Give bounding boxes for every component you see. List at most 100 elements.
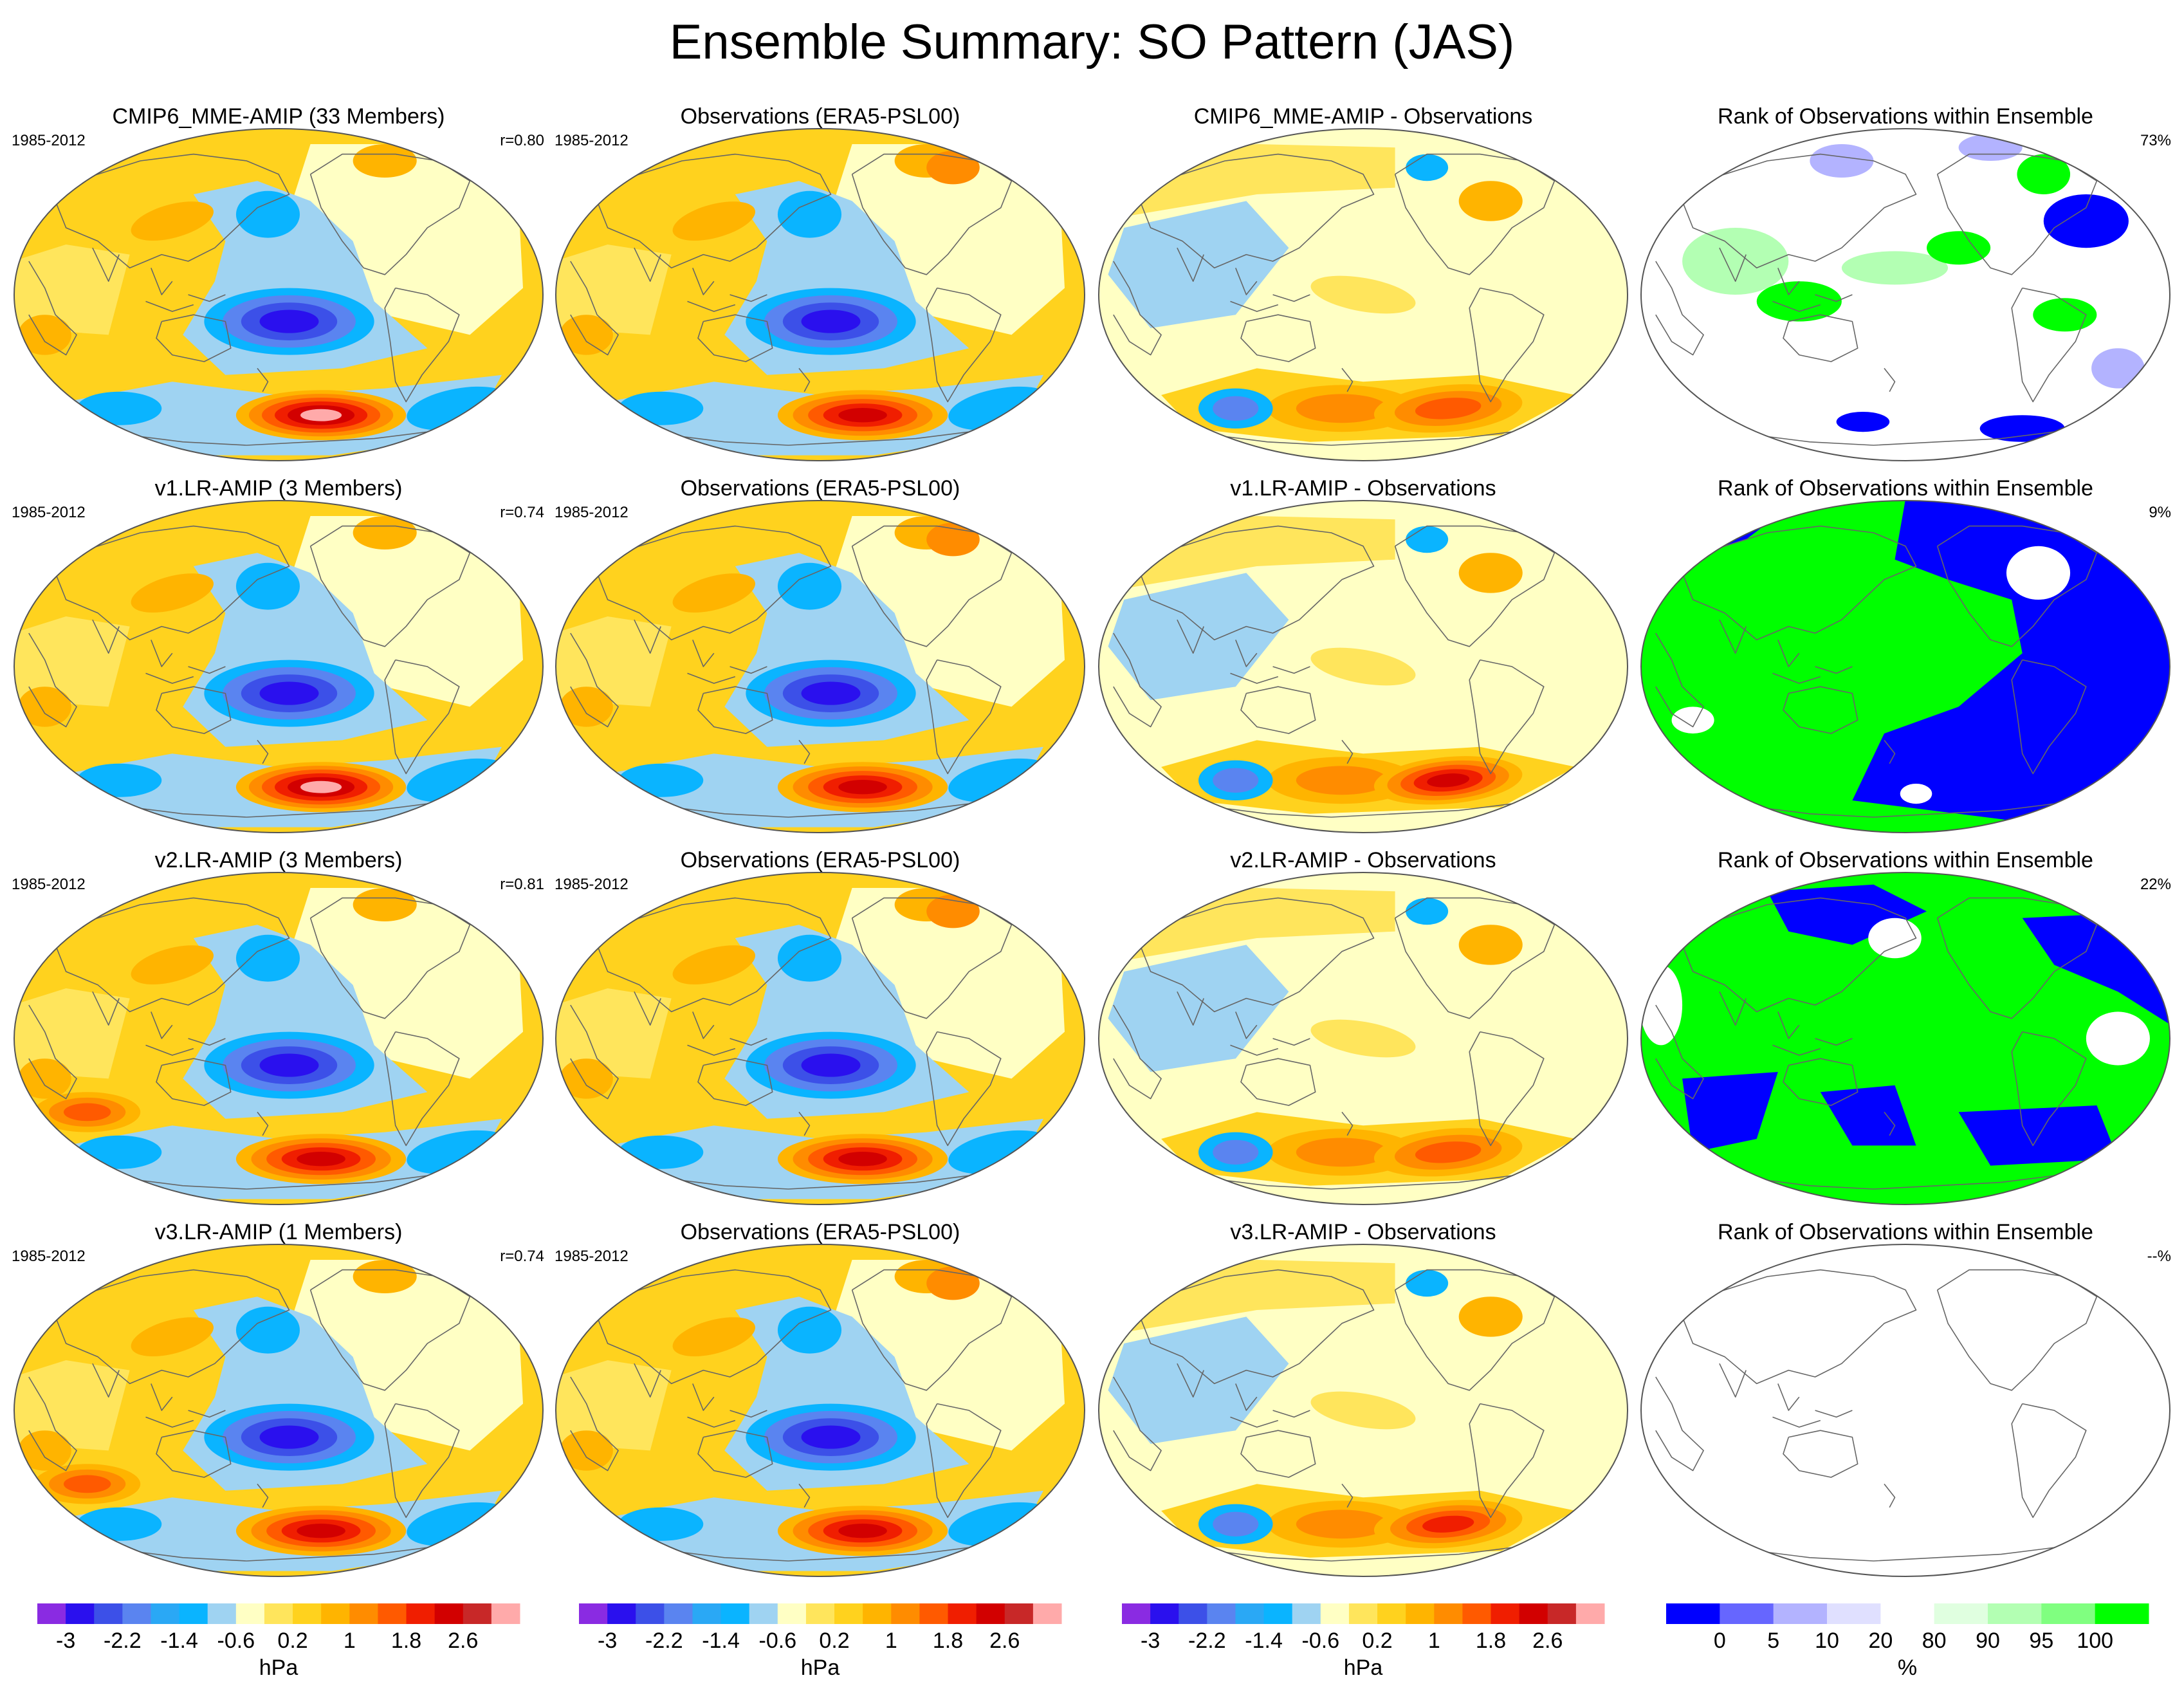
model-correlation-row1: r=0.80 [500, 132, 544, 149]
diff-map-row2 [1098, 500, 1628, 833]
model-map-row3 [14, 872, 544, 1205]
colorbar-hpa-3-box [1575, 1603, 1605, 1624]
colorbar-hpa-1-box [122, 1603, 151, 1624]
obs-period-row1: 1985-2012 [555, 132, 629, 149]
model-map-row4 [14, 1244, 544, 1577]
colorbar-tick-label: -3 [597, 1629, 618, 1653]
model-period-row3: 1985-2012 [12, 876, 86, 893]
colorbar-rank-box [1988, 1603, 2042, 1624]
colorbar-tick-label: 95 [2029, 1629, 2054, 1653]
colorbar-hpa-3-box [1434, 1603, 1463, 1624]
model-correlation-row3: r=0.81 [500, 876, 544, 893]
colorbar-tick-label: 10 [1815, 1629, 1839, 1653]
colorbar-rank-box [1720, 1603, 1774, 1624]
colorbar-rank-box [1827, 1603, 1881, 1624]
colorbar-hpa-2-box [863, 1603, 892, 1624]
rank-map-row4 [1640, 1244, 2170, 1577]
colorbar-hpa-2-box [805, 1603, 835, 1624]
panel-title-4-row1: Rank of Observations within Ensemble [1718, 104, 2093, 129]
colorbar-hpa-2-box [777, 1603, 807, 1624]
colorbar-hpa-2-box [976, 1603, 1005, 1624]
colorbar-hpa-2-box [692, 1603, 722, 1624]
colorbar-tick-label: -0.6 [758, 1629, 797, 1653]
colorbar-hpa-2-box [1004, 1603, 1034, 1624]
colorbar-hpa-1-box [66, 1603, 95, 1624]
colorbar-hpa-2-box [579, 1603, 608, 1624]
colorbar-hpa-3-box [1150, 1603, 1179, 1624]
colorbar-hpa-3-box [1547, 1603, 1577, 1624]
map-border [14, 128, 544, 461]
colorbar-tick-label: -1.4 [1245, 1629, 1283, 1653]
colorbar-unit: hPa [800, 1656, 840, 1680]
colorbar-hpa-1-box [463, 1603, 492, 1624]
colorbar-hpa-3-box [1348, 1603, 1378, 1624]
colorbar-hpa-3-box [1235, 1603, 1265, 1624]
colorbar-hpa-1-box [378, 1603, 407, 1624]
colorbar-unit: hPa [259, 1656, 298, 1680]
colorbar-hpa-2-box [834, 1603, 863, 1624]
diff-map-row4 [1098, 1244, 1628, 1577]
colorbar-tick-label: -2.2 [645, 1629, 683, 1653]
obs-map-row1 [555, 128, 1085, 461]
colorbar-hpa-3-box [1263, 1603, 1293, 1624]
colorbar-hpa-3-box [1491, 1603, 1520, 1624]
colorbar-tick-label: 1.8 [1475, 1629, 1507, 1653]
diff-map-row3 [1098, 872, 1628, 1205]
model-map-row1 [14, 128, 544, 461]
colorbar-tick-label: -1.4 [160, 1629, 198, 1653]
obs-map-row3 [555, 872, 1085, 1205]
map-border [1098, 128, 1628, 461]
colorbar-hpa-3-box [1519, 1603, 1548, 1624]
colorbar-hpa-2-box [919, 1603, 949, 1624]
colorbar-tick-label: 0 [1713, 1629, 1726, 1653]
colorbar-tick-label: 100 [2077, 1629, 2114, 1653]
obs-period-row3: 1985-2012 [555, 876, 629, 893]
map-border [1098, 500, 1628, 833]
colorbar-hpa-3-box [1462, 1603, 1492, 1624]
colorbar-unit: % [1897, 1656, 1918, 1680]
panel-title-3-row3: v2.LR-AMIP - Observations [1230, 848, 1496, 872]
rank-map-row3 [1640, 872, 2170, 1205]
colorbar-tick-label: 90 [1976, 1629, 2000, 1653]
panel-title-4-row2: Rank of Observations within Ensemble [1718, 476, 2093, 501]
colorbar-hpa-1-box [94, 1603, 123, 1624]
figure-title: Ensemble Summary: SO Pattern (JAS) [669, 15, 1515, 69]
colorbar-tick-label: -0.6 [1301, 1629, 1340, 1653]
panel-title-1-row1: CMIP6_MME-AMIP (33 Members) [112, 104, 445, 129]
colorbar-hpa-3 [1122, 1603, 1605, 1624]
colorbar-hpa-2-box [664, 1603, 693, 1624]
obs-map-row4 [555, 1244, 1085, 1577]
colorbar-hpa-2 [579, 1603, 1062, 1624]
colorbar-tick-label: 1 [343, 1629, 356, 1653]
map-border [555, 1244, 1085, 1577]
colorbar-hpa-3-box [1377, 1603, 1406, 1624]
map-border [1640, 500, 2170, 833]
colorbar-tick-label: 1.8 [390, 1629, 422, 1653]
obs-period-row4: 1985-2012 [555, 1248, 629, 1265]
colorbar-tick-label: 1 [885, 1629, 897, 1653]
panel-title-4-row4: Rank of Observations within Ensemble [1718, 1220, 2093, 1244]
colorbar-hpa-2-box [636, 1603, 665, 1624]
colorbar-tick-label: 1.8 [932, 1629, 964, 1653]
colorbar-hpa-2-box [948, 1603, 977, 1624]
colorbar-tick-label: -2.2 [1188, 1629, 1226, 1653]
panel-title-4-row3: Rank of Observations within Ensemble [1718, 848, 2093, 872]
rank-percent-row2: 9% [2149, 504, 2171, 521]
map-border [1640, 128, 2170, 461]
map-border [1640, 1244, 2170, 1577]
model-correlation-row2: r=0.74 [500, 504, 544, 521]
colorbar-hpa-2-box [607, 1603, 636, 1624]
panel-title-2-row3: Observations (ERA5-PSL00) [680, 848, 960, 872]
panel-title-2-row4: Observations (ERA5-PSL00) [680, 1220, 960, 1244]
colorbar-hpa-2-box [720, 1603, 750, 1624]
colorbar-hpa-3-box [1207, 1603, 1236, 1624]
rank-percent-row4: --% [2147, 1248, 2171, 1265]
panel-title-1-row3: v2.LR-AMIP (3 Members) [154, 848, 403, 872]
colorbar-hpa-1-box [37, 1603, 66, 1624]
colorbar-hpa-1-box [406, 1603, 436, 1624]
model-map-row2 [14, 500, 544, 833]
colorbar-hpa-1-box [151, 1603, 180, 1624]
colorbar-tick-label: 5 [1767, 1629, 1780, 1653]
rank-map-row1 [1640, 128, 2170, 461]
panel-title-1-row2: v1.LR-AMIP (3 Members) [154, 476, 403, 501]
